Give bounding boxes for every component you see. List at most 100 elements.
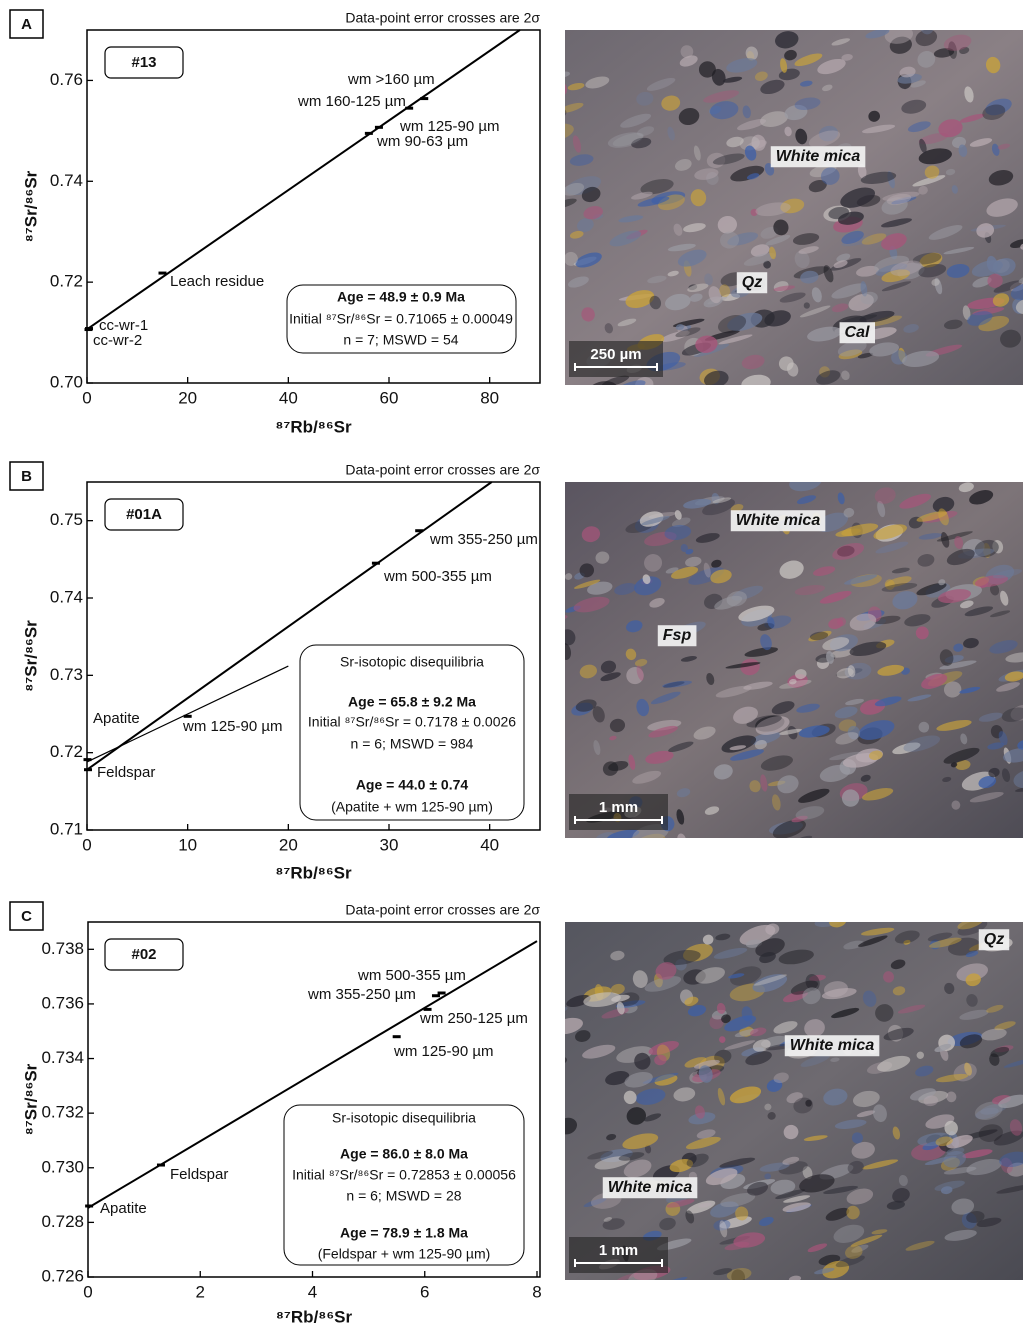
- grain: [719, 1036, 726, 1043]
- grain: [978, 1124, 1003, 1142]
- grain: [1010, 239, 1023, 249]
- grain: [763, 260, 771, 269]
- grain: [719, 284, 731, 298]
- grain: [816, 370, 841, 385]
- grain: [825, 650, 834, 664]
- grain: [777, 775, 799, 794]
- grain: [960, 600, 974, 609]
- grain: [585, 76, 610, 89]
- grain: [671, 517, 691, 528]
- grain: [934, 277, 943, 295]
- grain: [772, 819, 806, 838]
- grain: [1014, 784, 1023, 792]
- grain: [758, 1216, 774, 1226]
- grain: [846, 1205, 860, 1220]
- grain: [825, 0, 846, 17]
- grain: [616, 380, 646, 385]
- grain: [890, 260, 922, 276]
- grain: [609, 230, 642, 247]
- grain: [710, 569, 732, 584]
- grain: [779, 728, 803, 735]
- grain: [974, 1101, 1003, 1120]
- grain: [891, 196, 917, 205]
- grain: [992, 569, 1022, 579]
- grain: [927, 932, 953, 942]
- grain: [704, 1295, 738, 1320]
- note: Data-point error crosses are 2σ: [345, 902, 540, 918]
- grain: [565, 573, 573, 580]
- grain: [644, 976, 682, 992]
- grain: [948, 41, 958, 59]
- grain: [793, 1097, 814, 1114]
- grain: [884, 30, 913, 44]
- grain: [833, 1224, 865, 1243]
- result-text: Age = 48.9 ± 0.9 Ma: [337, 289, 465, 305]
- x-axis-label: ⁸⁷Rb/⁸⁶Sr: [275, 863, 352, 882]
- grain: [626, 620, 643, 633]
- x-tick-label: 30: [380, 835, 399, 854]
- grain: [737, 119, 767, 131]
- grain: [746, 715, 782, 728]
- grain: [978, 776, 997, 789]
- grain: [674, 510, 682, 520]
- grain: [850, 1234, 883, 1247]
- result-box: [299, 644, 525, 821]
- grain: [919, 138, 927, 154]
- grain: [637, 126, 655, 137]
- grain: [573, 596, 610, 613]
- result-text: Initial ⁸⁷Sr/⁸⁶Sr = 0.72853 ± 0.00056: [292, 1167, 516, 1183]
- x-tick-label: 40: [279, 388, 298, 407]
- grain: [760, 774, 768, 792]
- grain: [581, 526, 601, 543]
- grain: [666, 1199, 695, 1208]
- grain: [841, 53, 853, 61]
- grain: [667, 243, 696, 252]
- grain: [575, 1030, 591, 1042]
- grain: [918, 132, 949, 145]
- grain: [686, 1153, 709, 1168]
- grain: [745, 46, 758, 61]
- grain: [631, 137, 652, 149]
- grain: [565, 642, 572, 660]
- grain: [706, 152, 726, 169]
- grain: [986, 198, 1018, 217]
- grain: [673, 1087, 696, 1102]
- grain: [779, 292, 806, 303]
- sample-label: #13: [131, 54, 156, 71]
- grain: [593, 740, 601, 756]
- grain: [713, 947, 748, 959]
- grain: [764, 1173, 772, 1180]
- grain: [919, 252, 943, 268]
- micrograph: White mica Fsp 1 mm: [565, 482, 1023, 838]
- grain: [565, 123, 574, 141]
- grain: [811, 287, 822, 303]
- grain: [946, 548, 975, 566]
- grain: [750, 244, 770, 257]
- grain: [837, 617, 846, 627]
- grain: [875, 263, 908, 276]
- grain: [809, 164, 837, 178]
- grain: [595, 551, 610, 564]
- isochron-line: [86, 29, 521, 331]
- grain: [843, 940, 864, 950]
- grain: [892, 1126, 901, 1140]
- y-tick-label: 0.75: [50, 510, 83, 529]
- grain: [976, 223, 995, 238]
- grain: [1013, 770, 1023, 789]
- grain: [959, 1009, 989, 1020]
- grain: [966, 1211, 985, 1223]
- grain: [789, 482, 822, 492]
- grain: [649, 295, 662, 310]
- grain: [936, 531, 973, 542]
- grain: [719, 1157, 756, 1168]
- plot-frame: [86, 481, 541, 831]
- grain: [721, 1014, 731, 1024]
- grain: [733, 1232, 766, 1248]
- grain: [711, 68, 726, 86]
- data-point: [431, 994, 440, 998]
- grain: [844, 574, 878, 585]
- grain: [729, 745, 747, 751]
- grain: [622, 1133, 659, 1150]
- grain: [934, 896, 974, 919]
- grain: [634, 1052, 651, 1070]
